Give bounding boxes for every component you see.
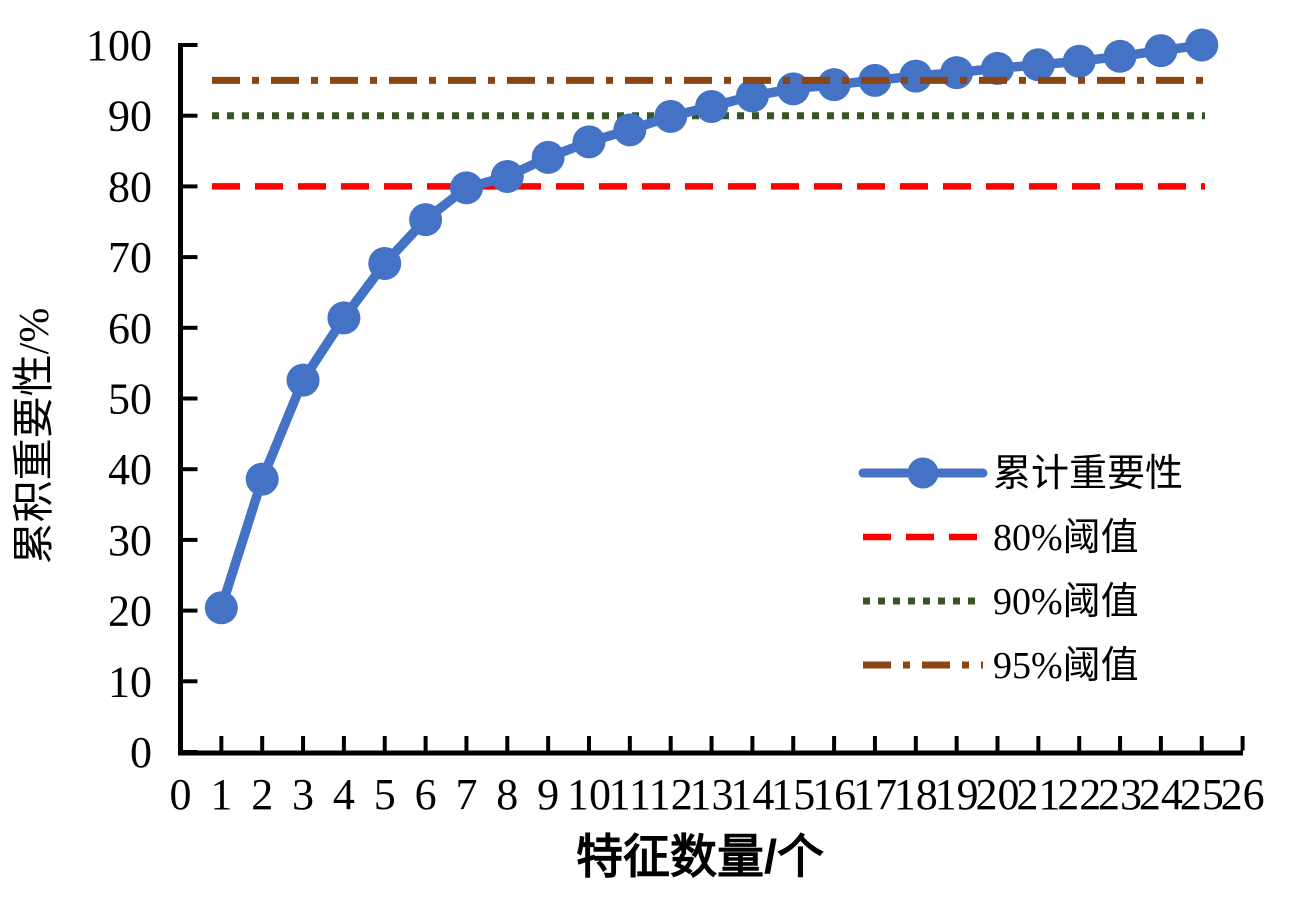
y-tick-label: 20 — [108, 587, 152, 636]
y-tick-label: 30 — [108, 516, 152, 565]
data-point — [654, 99, 688, 133]
data-point — [1103, 39, 1137, 73]
x-tick-label: 14 — [730, 770, 774, 819]
legend-key-marker — [907, 457, 939, 489]
data-point — [531, 140, 565, 174]
data-point — [409, 203, 443, 237]
y-tick-label: 50 — [108, 375, 152, 424]
data-point — [981, 51, 1014, 85]
data-point — [1021, 48, 1055, 82]
y-tick-label: 80 — [108, 162, 152, 211]
x-tick-label: 12 — [649, 770, 693, 819]
x-tick-label: 15 — [771, 770, 815, 819]
data-point — [368, 246, 402, 280]
y-tick-label: 100 — [86, 21, 152, 70]
x-tick-label: 19 — [935, 770, 979, 819]
x-tick-label: 11 — [609, 770, 651, 819]
data-point — [490, 160, 524, 194]
data-point — [286, 363, 320, 397]
data-point — [817, 68, 851, 102]
x-tick-label: 10 — [567, 770, 611, 819]
x-tick-label: 16 — [812, 770, 856, 819]
x-tick-label: 4 — [333, 770, 355, 819]
x-tick-label: 17 — [853, 770, 897, 819]
x-tick-label: 7 — [455, 770, 477, 819]
data-point — [940, 56, 974, 90]
x-tick-label: 21 — [1016, 770, 1060, 819]
data-point — [613, 113, 647, 147]
y-tick-label: 90 — [108, 92, 152, 141]
legend-label: 80%阈值 — [993, 517, 1139, 559]
x-tick-label: 24 — [1139, 770, 1183, 819]
data-point — [1062, 44, 1096, 78]
data-point — [327, 301, 361, 335]
x-tick-label: 2 — [251, 770, 273, 819]
data-point — [1185, 28, 1219, 62]
x-tick-label: 18 — [894, 770, 938, 819]
legend-label: 90%阈值 — [993, 581, 1139, 623]
data-point — [449, 171, 483, 205]
data-point — [572, 125, 606, 159]
y-tick-label: 0 — [130, 728, 152, 777]
x-tick-label: 6 — [415, 770, 437, 819]
legend-label: 95%阈值 — [993, 645, 1139, 687]
y-tick-label: 70 — [108, 233, 152, 282]
y-tick-label: 60 — [108, 304, 152, 353]
x-tick-label: 1 — [210, 770, 232, 819]
x-tick-label: 8 — [496, 770, 518, 819]
data-point — [245, 462, 279, 496]
x-tick-label: 0 — [170, 770, 192, 819]
x-tick-label: 9 — [537, 770, 559, 819]
x-tick-label: 13 — [690, 770, 734, 819]
data-point — [735, 79, 769, 113]
x-tick-label: 25 — [1180, 770, 1224, 819]
x-tick-label: 5 — [374, 770, 396, 819]
x-tick-label: 22 — [1057, 770, 1101, 819]
data-point — [1144, 34, 1178, 68]
x-tick-label: 3 — [292, 770, 314, 819]
data-point — [899, 59, 933, 93]
data-point — [695, 90, 729, 124]
x-tick-label: 26 — [1221, 770, 1265, 819]
legend-label: 累计重要性 — [993, 453, 1183, 495]
y-tick-label: 40 — [108, 445, 152, 494]
y-tick-label: 10 — [108, 657, 152, 706]
x-tick-label: 20 — [976, 770, 1020, 819]
y-axis-title: 累积重要性/% — [12, 308, 58, 565]
x-axis-title: 特征数量/个 — [576, 830, 824, 883]
x-tick-label: 23 — [1098, 770, 1142, 819]
data-point — [204, 591, 238, 625]
